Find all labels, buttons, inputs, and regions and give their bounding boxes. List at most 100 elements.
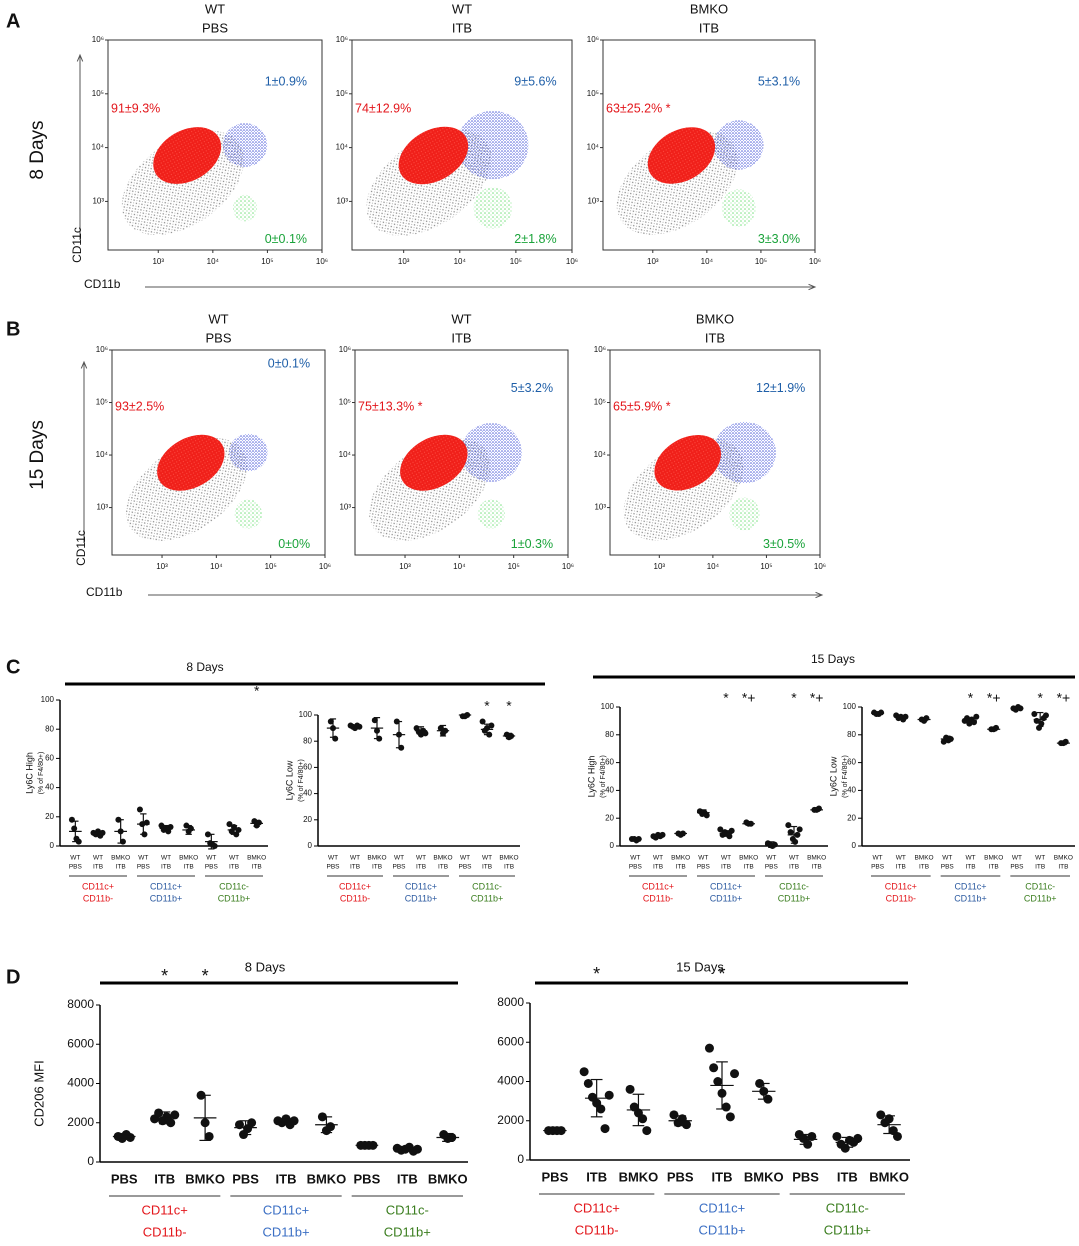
x-tick-label: 10⁴ xyxy=(701,257,714,266)
x-tick-label: WT xyxy=(416,855,426,862)
significance-mark: * xyxy=(484,698,490,714)
x-tick-label: BMKO xyxy=(1054,855,1073,862)
y-tick-label: 80 xyxy=(303,736,312,745)
x-tick-label: ITB xyxy=(965,864,975,871)
x-tick-label: ITB xyxy=(154,1171,175,1186)
data-point xyxy=(787,829,794,836)
x-tick-label: ITB xyxy=(416,864,426,871)
x-tick-label: ITB xyxy=(744,864,754,871)
data-point xyxy=(717,826,724,833)
group-label: CD11b+ xyxy=(954,893,987,903)
x-axis-label: CD11b xyxy=(84,277,121,291)
x-tick-label: WT xyxy=(482,855,492,862)
section-title: 8 Days xyxy=(245,959,286,974)
y-tick-label: 100 xyxy=(41,695,55,704)
x-tick-label: ITB xyxy=(789,864,799,871)
green-events xyxy=(729,497,760,531)
x-tick-label: WT xyxy=(1035,855,1045,862)
x-tick-label: BMKO xyxy=(869,1169,909,1184)
plot-frame xyxy=(609,349,821,556)
x-tick-label: WT xyxy=(138,855,148,862)
y-tick-label: 60 xyxy=(45,754,54,763)
data-point xyxy=(832,1131,842,1141)
blue-events xyxy=(713,421,776,484)
y-axis-label: (% of F4/80+) xyxy=(298,759,305,802)
x-tick-label: ITB xyxy=(350,864,360,871)
x-tick-label: PBS xyxy=(697,864,711,871)
x-tick-label: PBS xyxy=(542,1169,569,1184)
gate-percentage: 3±0.5% xyxy=(763,537,805,551)
data-point xyxy=(327,718,334,725)
plot-title: BMKO xyxy=(690,1,728,16)
data-point xyxy=(726,833,733,840)
data-point xyxy=(68,816,75,823)
event-cloud xyxy=(366,110,529,236)
data-point xyxy=(371,717,378,724)
data-point xyxy=(75,838,82,845)
significance-mark: *+ xyxy=(810,690,824,706)
red-events xyxy=(153,127,222,184)
y-axis-label: (% of F4/80+) xyxy=(38,752,45,795)
y-tick-label: 10⁵ xyxy=(96,398,108,407)
data-point xyxy=(1042,712,1049,719)
x-tick-label: ITB xyxy=(276,1171,297,1186)
data-point xyxy=(840,1143,850,1153)
x-tick-label: WT xyxy=(394,855,404,862)
data-point xyxy=(247,1118,257,1128)
x-tick-label: PBS xyxy=(1010,864,1024,871)
data-point xyxy=(1038,720,1045,727)
x-tick-label: WT xyxy=(965,855,975,862)
data-point xyxy=(604,1090,614,1100)
x-tick-label: BMKO xyxy=(185,1171,225,1186)
y-tick-label: 10³ xyxy=(339,503,351,512)
group-label: CD11c- xyxy=(219,881,249,891)
x-tick-label: BMKO xyxy=(619,1169,659,1184)
green-events xyxy=(477,499,505,529)
y-tick-label: 4000 xyxy=(67,1076,94,1090)
data-point xyxy=(583,1078,593,1088)
significance-mark: * xyxy=(202,966,209,986)
x-tick-label: WT xyxy=(873,855,883,862)
red-events xyxy=(400,434,468,491)
plot-title: WT xyxy=(208,311,228,326)
section-title: 8 Days xyxy=(186,660,223,674)
x-tick-label: PBS xyxy=(232,1171,259,1186)
data-point xyxy=(973,713,980,720)
group-label: CD11b+ xyxy=(405,893,438,903)
group-label: CD11b+ xyxy=(150,893,183,903)
group-label: CD11c- xyxy=(779,881,809,891)
gate-percentage: 2±1.8% xyxy=(514,232,556,246)
significance-mark: * xyxy=(718,964,725,984)
arrow-head xyxy=(808,283,817,291)
x-tick-label: 10³ xyxy=(647,257,659,266)
data-point xyxy=(154,1108,164,1118)
x-tick-label: WT xyxy=(1012,855,1022,862)
y-tick-label: 10⁴ xyxy=(96,450,109,459)
y-tick-label: 40 xyxy=(45,783,54,792)
y-axis-label: CD11c xyxy=(74,530,88,566)
data-point xyxy=(792,838,799,845)
y-tick-label: 2000 xyxy=(497,1113,524,1127)
data-point xyxy=(876,1110,886,1120)
event-cloud xyxy=(616,120,764,235)
plot-title: WT xyxy=(205,1,225,16)
x-tick-label: WT xyxy=(206,855,216,862)
x-tick-label: WT xyxy=(653,855,663,862)
y-tick-label: 8000 xyxy=(67,997,94,1011)
y-tick-label: 10⁴ xyxy=(587,143,600,152)
group-label: CD11c+ xyxy=(405,881,437,891)
gate-percentage: 5±3.2% xyxy=(511,381,553,395)
data-point xyxy=(488,722,495,729)
plot-title: ITB xyxy=(452,20,472,35)
y-axis-label: (% of F4/80+) xyxy=(842,755,849,798)
gate-percentage: 0±0% xyxy=(278,537,310,551)
data-point xyxy=(730,1069,740,1079)
y-tick-label: 40 xyxy=(605,786,614,795)
data-point xyxy=(853,1133,863,1143)
y-tick-label: 10⁶ xyxy=(587,35,599,44)
plot-title: ITB xyxy=(699,20,719,35)
x-tick-label: PBS xyxy=(871,864,885,871)
x-tick-label: 10⁶ xyxy=(562,562,574,571)
gate-percentage: 5±3.1% xyxy=(758,74,800,88)
y-tick-label: 10³ xyxy=(587,197,599,206)
